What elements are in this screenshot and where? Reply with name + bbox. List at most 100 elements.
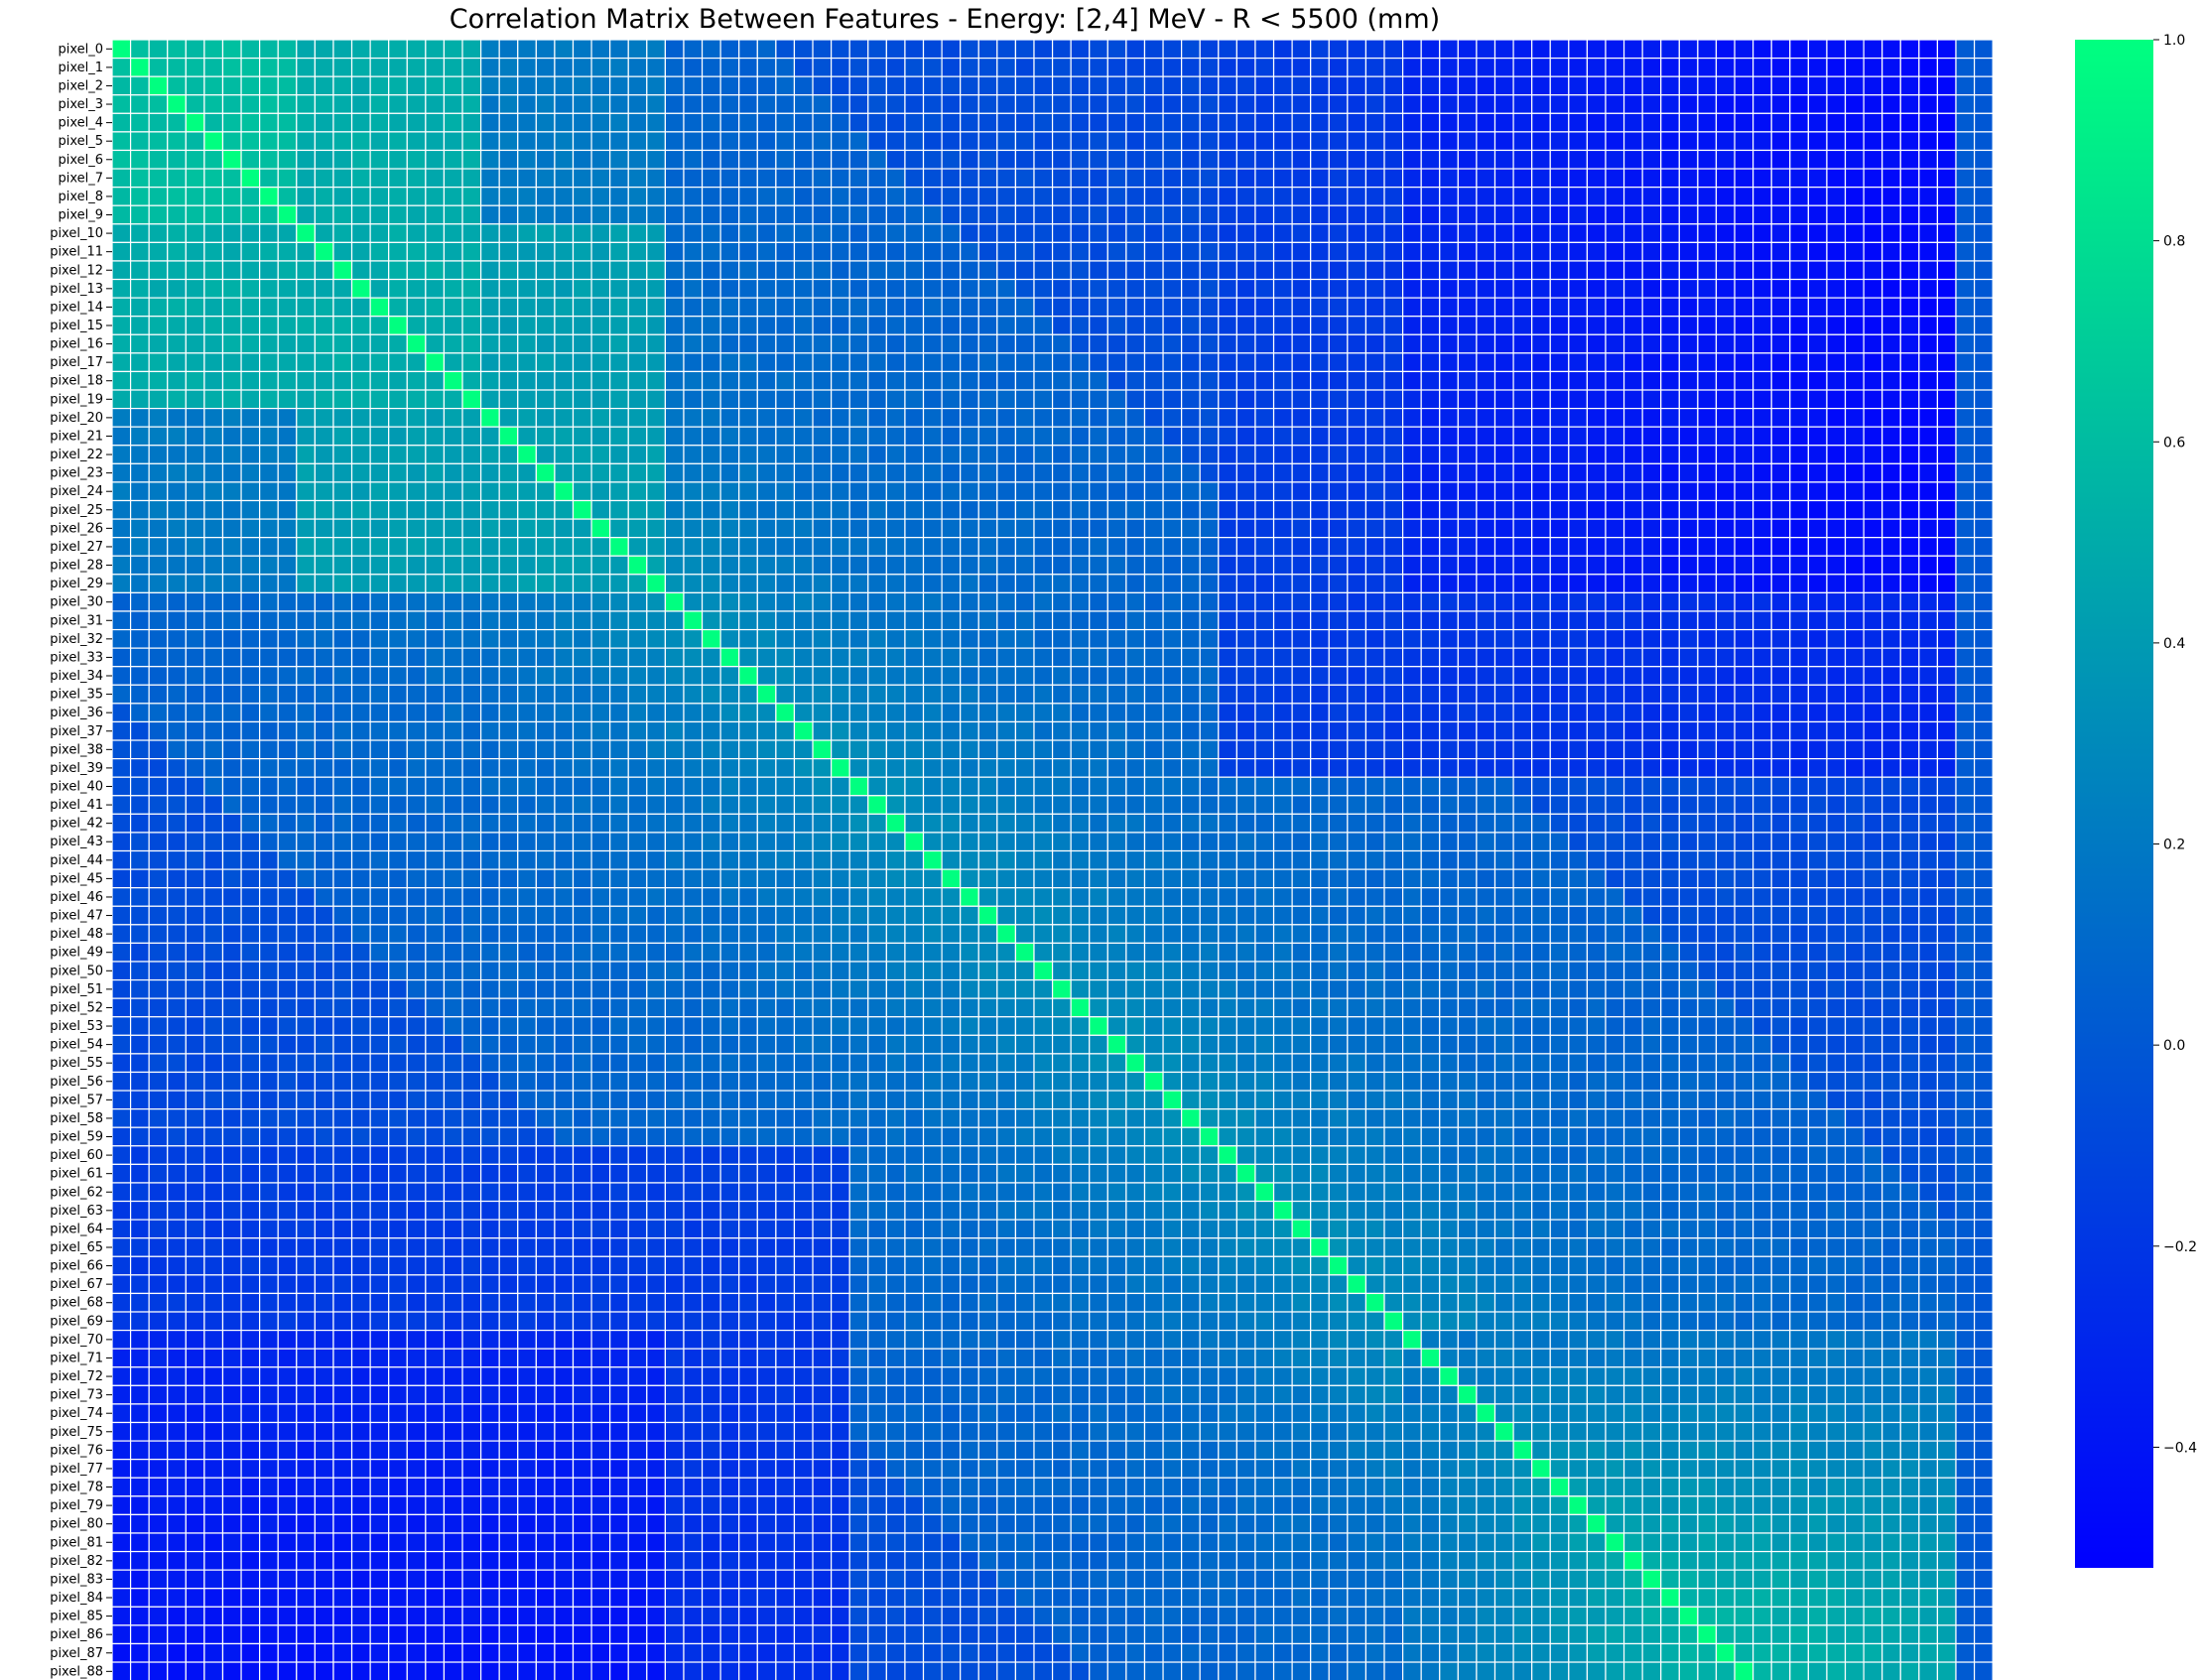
heatmap-cell: [1051, 223, 1072, 243]
heatmap-cell: [425, 131, 446, 152]
heatmap-cell: [1549, 555, 1570, 576]
heatmap-cell: [1420, 647, 1441, 668]
heatmap-cell: [738, 260, 758, 281]
heatmap-cell: [683, 628, 704, 649]
heatmap-cell: [1512, 149, 1533, 170]
heatmap-cell: [1697, 666, 1718, 686]
heatmap-cell: [1218, 223, 1237, 243]
heatmap-cell: [111, 555, 132, 576]
heatmap-cell: [831, 887, 850, 907]
heatmap-cell: [683, 149, 704, 170]
heatmap-cell: [941, 832, 962, 852]
heatmap-cell: [1955, 297, 1976, 318]
heatmap-cell: [1863, 795, 1883, 815]
heatmap-cell: [1826, 628, 1847, 649]
heatmap-cell: [1715, 278, 1736, 299]
heatmap-cell: [1531, 776, 1551, 797]
heatmap-cell: [1918, 333, 1939, 354]
heatmap-cell: [517, 370, 537, 391]
heatmap-cell: [203, 758, 224, 778]
heatmap-cell: [259, 481, 279, 502]
heatmap-cell: [314, 518, 334, 539]
heatmap-cell: [1531, 223, 1551, 243]
heatmap-cell: [1752, 628, 1772, 649]
heatmap-cell: [904, 333, 925, 354]
heatmap-cell: [683, 389, 704, 410]
heatmap-cell: [1936, 795, 1957, 815]
heatmap-cell: [480, 537, 500, 557]
heatmap-cell: [554, 223, 575, 243]
heatmap-cell: [1383, 720, 1404, 741]
heatmap-cell: [775, 352, 796, 373]
heatmap-cell: [922, 795, 943, 815]
heatmap-cell: [1605, 316, 1625, 335]
heatmap-cell: [1715, 112, 1736, 133]
heatmap-cell: [1291, 297, 1312, 318]
heatmap-cell: [1844, 739, 1865, 760]
chart-title: Correlation Matrix Between Features - En…: [449, 4, 1441, 35]
heatmap-cell: [1476, 610, 1496, 631]
heatmap-cell: [1973, 131, 1994, 152]
heatmap-cell: [1752, 297, 1772, 318]
heatmap-cell: [129, 149, 150, 170]
heatmap-cell: [885, 57, 906, 77]
heatmap-cell: [1493, 57, 1514, 77]
heatmap-cell: [1605, 537, 1625, 557]
heatmap-cell: [885, 537, 906, 557]
heatmap-cell: [1070, 924, 1091, 945]
heatmap-cell: [1641, 776, 1662, 797]
heatmap-cell: [332, 518, 353, 539]
heatmap-cell: [148, 887, 169, 907]
heatmap-cell: [1089, 610, 1108, 631]
heatmap-cell: [1770, 684, 1791, 705]
heatmap-cell: [867, 703, 887, 723]
heatmap-cell: [111, 187, 132, 206]
heatmap-cell: [941, 887, 962, 907]
heatmap-cell: [1033, 537, 1054, 557]
heatmap-cell: [1973, 370, 1994, 391]
heatmap-cell: [1089, 720, 1108, 741]
heatmap-cell: [1291, 168, 1312, 189]
heatmap-cell: [1807, 591, 1828, 612]
heatmap-cell: [425, 333, 446, 354]
heatmap-cell: [1770, 75, 1791, 96]
heatmap-cell: [1254, 131, 1275, 152]
heatmap-cell: [1789, 481, 1809, 502]
heatmap-cell: [1605, 57, 1625, 77]
heatmap-cell: [922, 297, 943, 318]
heatmap-cell: [1401, 168, 1422, 189]
heatmap-cell: [885, 187, 906, 206]
heatmap-cell: [1789, 278, 1809, 299]
heatmap-cell: [111, 537, 132, 557]
heatmap-cell: [1199, 112, 1220, 133]
heatmap-cell: [609, 352, 629, 373]
heatmap-cell: [1549, 666, 1570, 686]
heatmap-cell: [1678, 426, 1699, 447]
heatmap-cell: [572, 703, 592, 723]
heatmap-cell: [1770, 131, 1791, 152]
heatmap-cell: [1734, 241, 1754, 262]
heatmap-cell: [1401, 647, 1422, 668]
heatmap-cell: [1493, 537, 1514, 557]
heatmap-cell: [111, 57, 132, 77]
heatmap-cell: [793, 333, 814, 354]
heatmap-cell: [498, 832, 519, 852]
heatmap-cell: [277, 94, 298, 114]
heatmap-cell: [1752, 408, 1772, 428]
heatmap-cell: [443, 499, 463, 520]
heatmap-cell: [719, 149, 740, 170]
heatmap-cell: [960, 703, 979, 723]
heatmap-cell: [1272, 887, 1293, 907]
heatmap-cell: [369, 370, 390, 391]
heatmap-cell: [701, 776, 721, 797]
heatmap-cell: [296, 647, 316, 668]
heatmap-cell: [129, 241, 150, 262]
heatmap-cell: [1807, 905, 1828, 926]
heatmap-cell: [1235, 481, 1256, 502]
heatmap-cell: [480, 204, 500, 225]
heatmap-cell: [627, 316, 648, 335]
heatmap-cell: [1734, 555, 1754, 576]
heatmap-cell: [1070, 647, 1091, 668]
heatmap-cell: [1106, 813, 1127, 834]
heatmap-cell: [1844, 39, 1865, 60]
